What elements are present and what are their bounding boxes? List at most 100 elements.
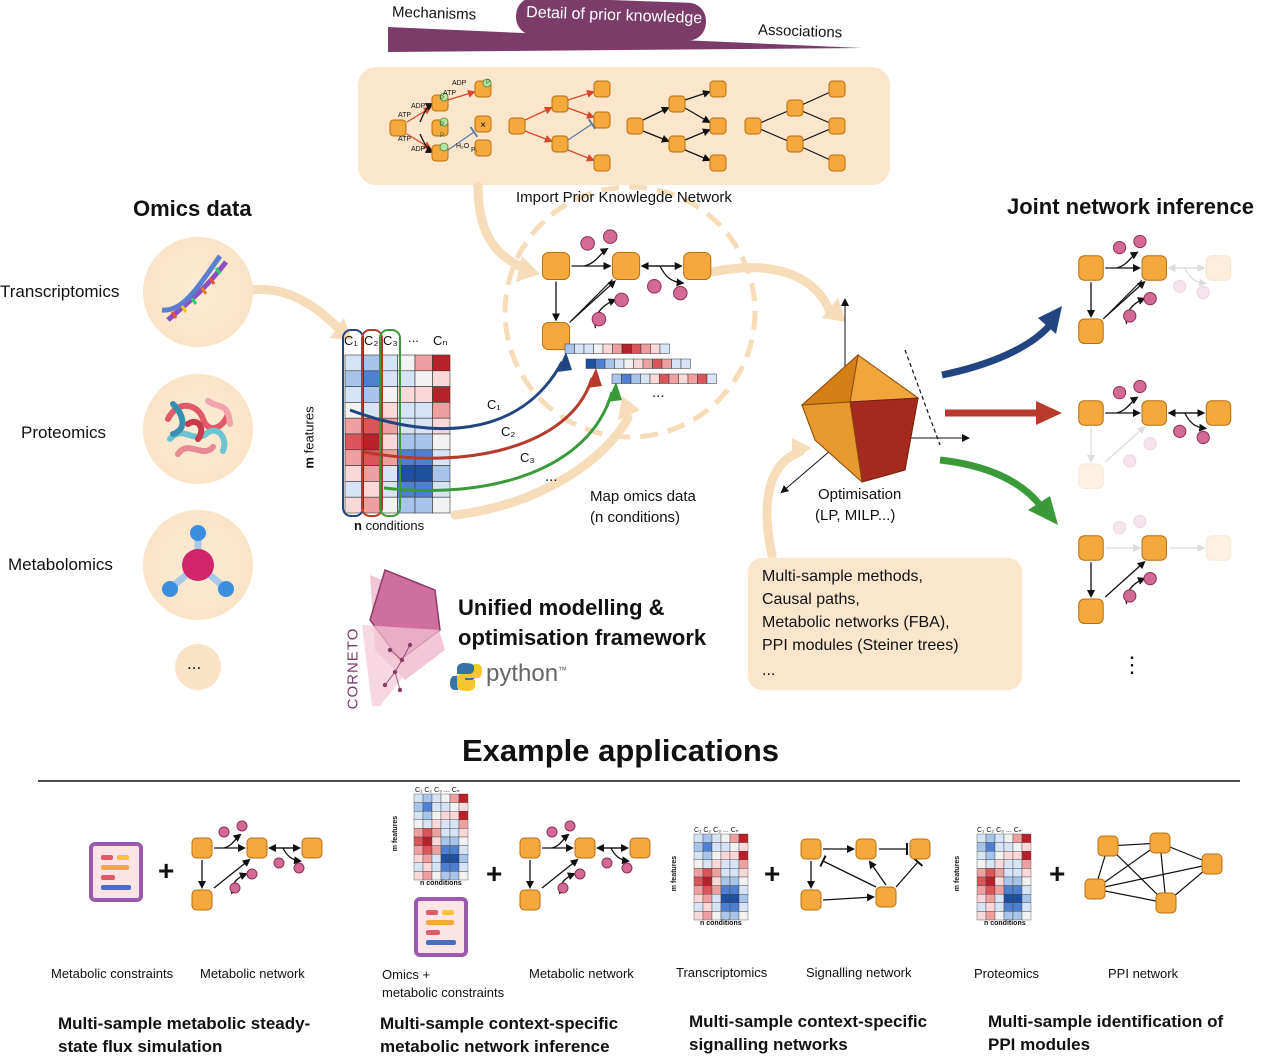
matrix-cols-label-text: conditions xyxy=(361,518,425,533)
phospho-site xyxy=(439,117,449,127)
matrix-cell xyxy=(344,370,363,387)
mini-matrix-cell xyxy=(440,862,451,872)
mini-matrix-cell xyxy=(440,845,451,855)
metabolite-node xyxy=(1133,234,1147,249)
doc-line xyxy=(101,865,129,870)
mini-matrix-cell xyxy=(1021,833,1032,843)
example-4-right-label: PPI network xyxy=(1108,966,1179,981)
mini-matrix-cell xyxy=(1003,859,1014,869)
flow-arrow-heads xyxy=(330,256,846,460)
mini-matrix-cell xyxy=(702,851,713,861)
vector-cell xyxy=(611,373,622,384)
omics-title: Omics data xyxy=(133,196,252,221)
edge-line xyxy=(1094,863,1213,890)
mini-matrix-cell xyxy=(413,793,424,803)
mini-matrix-cell xyxy=(440,854,451,864)
mini-matrix-cell xyxy=(738,876,749,886)
metabolite-node xyxy=(1143,571,1157,586)
corneto-logo-text: CORNETO xyxy=(344,627,362,710)
edge-curve xyxy=(282,847,302,865)
mini-matrix-cell xyxy=(711,833,722,843)
mini-matrix-cell xyxy=(711,876,722,886)
matrix-cell xyxy=(362,370,381,387)
vector-cell xyxy=(595,358,606,369)
examples-title: Example applications xyxy=(462,733,779,768)
mini-matrix-cell xyxy=(1021,911,1032,921)
mini-matrix-cell xyxy=(711,885,722,895)
mini-matrix-cell xyxy=(1003,902,1014,912)
omics-item-more: ... xyxy=(187,654,202,673)
vector-cell xyxy=(621,343,632,354)
mini-matrix-cell xyxy=(976,859,987,869)
mini-matrix-cell xyxy=(431,845,442,855)
protein-node xyxy=(709,80,727,98)
inhibition-edge xyxy=(819,855,877,888)
mini-matrix-cell xyxy=(422,845,433,855)
mini-matrix-cell xyxy=(458,793,469,803)
mini-matrix-cell xyxy=(413,871,424,881)
edge-curve xyxy=(419,133,434,153)
pkn-small-h2o: H₂O xyxy=(456,143,470,150)
edge-arrow xyxy=(822,893,875,902)
vector-cell xyxy=(630,373,641,384)
mini-matrix-cell xyxy=(738,885,749,895)
example-4-left-label: Proteomics xyxy=(974,966,1040,981)
example-3-right-label: Signalling network xyxy=(806,965,912,980)
protein-node xyxy=(1078,318,1104,344)
examples-graphics xyxy=(89,793,1223,957)
example-3-title: Multi-sample context-specific signalling… xyxy=(689,1012,928,1054)
condition-vectors xyxy=(564,343,717,384)
mini-matrix-cell xyxy=(994,859,1005,869)
metabolite-node xyxy=(601,857,613,869)
mini-matrix-cell xyxy=(720,911,731,921)
gradient-center-label: Detail of prior knowledge xyxy=(525,4,703,28)
mini-matrix-cell xyxy=(431,802,442,812)
mini-matrix-cell xyxy=(994,851,1005,861)
mini-matrix-3-conds: n conditions xyxy=(984,920,1026,927)
matrix-cell xyxy=(344,496,363,514)
proteomics-circle xyxy=(143,374,253,484)
flow-arrow-pkn-to-network xyxy=(473,181,533,275)
edge-curve xyxy=(419,103,434,123)
edge-curve xyxy=(223,833,242,849)
mini-matrix-cell xyxy=(413,811,424,821)
vector-cell xyxy=(564,343,575,354)
mini-matrix-cell xyxy=(458,819,469,829)
matrix-cell xyxy=(432,417,451,435)
mini-matrix-cell xyxy=(440,802,451,812)
doc-line xyxy=(117,855,129,860)
inhibition-edge xyxy=(895,857,924,888)
protein-node xyxy=(474,115,492,133)
mini-matrix-cell xyxy=(440,871,451,881)
matrix-cell xyxy=(362,496,381,514)
matrix-cell xyxy=(432,354,451,372)
pkn-small-p-3: P xyxy=(440,122,445,128)
matrix-cell xyxy=(414,496,433,514)
mini-matrix-cell xyxy=(994,902,1005,912)
protein-node xyxy=(1205,255,1232,281)
matrix-cols-label: n conditions xyxy=(354,518,424,533)
corneto-logo xyxy=(362,568,445,706)
vector-cell xyxy=(640,373,651,384)
edge-curve xyxy=(659,265,685,287)
mini-matrix-cell xyxy=(994,885,1005,895)
mini-matrix-cell xyxy=(1021,885,1032,895)
matrix-cell xyxy=(362,465,381,482)
metabolite-node xyxy=(602,229,618,244)
matrix-cell xyxy=(362,433,381,451)
vector-cell xyxy=(614,358,625,369)
mini-matrix-cell xyxy=(985,851,996,861)
framework-title-line1: Unified modelling & xyxy=(458,595,665,620)
protein-node xyxy=(800,838,822,860)
mini-matrix-cell xyxy=(449,871,460,881)
edge-arrow xyxy=(868,860,887,886)
matrix-col-c2: C₂ xyxy=(364,333,379,348)
metabolite-node xyxy=(1173,424,1187,438)
edge-curve xyxy=(1116,251,1139,269)
inference-arrow-blue xyxy=(941,322,1053,379)
edge-curve xyxy=(584,248,609,267)
mini-matrix-cell xyxy=(702,842,713,852)
protein-node xyxy=(593,111,611,129)
mini-matrix-cell xyxy=(458,836,469,846)
matrix-rows-label: m features xyxy=(302,406,317,468)
